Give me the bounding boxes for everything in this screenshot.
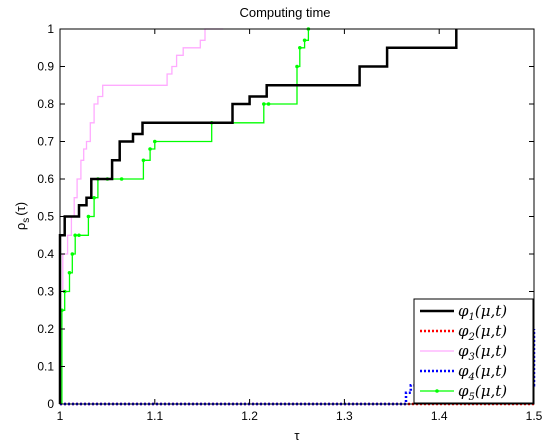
x-tick-label: 1: [57, 409, 64, 423]
x-tick-label: 1.1: [146, 409, 163, 423]
legend-label: φ4(μ,t): [458, 362, 507, 383]
y-tick-label: 0.8: [37, 97, 54, 111]
series-5-point: [73, 233, 77, 238]
series-line-1: [58, 29, 458, 404]
series-5-point: [70, 252, 75, 256]
series-1: [58, 29, 458, 404]
y-tick-label: 1: [47, 22, 54, 36]
legend-item-1: φ1(μ,t): [420, 302, 507, 323]
series-line-3: [59, 28, 224, 404]
y-axis-label: ρs (τ): [13, 202, 32, 230]
y-tick-label: 0.3: [37, 285, 54, 299]
series-5-point: [302, 38, 307, 43]
x-tick-label: 1.3: [336, 409, 353, 423]
x-tick-label: 1.5: [526, 409, 543, 423]
series-5-point: [298, 45, 302, 50]
legend-label: φ1(μ,t): [458, 302, 507, 323]
series-5-point: [141, 158, 146, 163]
chart-title: Computing time: [239, 5, 330, 20]
legend-label: φ5(μ,t): [458, 382, 507, 403]
y-tick-label: 0.2: [37, 322, 54, 336]
series-5-point: [92, 195, 96, 200]
legend-item-2: φ2(μ,t): [420, 322, 507, 343]
y-tick-label: 0: [47, 397, 54, 411]
x-axis-label: τ: [294, 428, 300, 443]
svg-text:ρs(τ): ρs (τ): [13, 202, 32, 230]
series-3: [59, 28, 224, 404]
y-tick-label: 0.5: [37, 210, 54, 224]
legend-item-5: φ5(μ,t): [420, 382, 507, 403]
series-5-point: [266, 102, 271, 106]
series-5-point: [262, 102, 266, 106]
y-tick-label: 0.7: [37, 135, 54, 149]
legend: φ1(μ,t)φ2(μ,t)φ3(μ,t)φ4(μ,t)φ5(μ,t): [413, 298, 534, 404]
y-tick-label: 0.4: [37, 247, 54, 261]
y-axis-label-main: ρ: [13, 223, 28, 230]
x-tick-label: 1.4: [431, 409, 448, 423]
y-axis-label-arg: (τ): [13, 202, 28, 216]
series-5-point: [67, 270, 72, 275]
legend-item-3: φ3(μ,t): [420, 342, 507, 363]
series-5-point: [77, 233, 81, 238]
y-tick-label: 0.6: [37, 172, 54, 186]
series-5-point: [295, 64, 299, 69]
series-5-point: [119, 177, 124, 181]
y-tick-label: 0.1: [37, 360, 54, 374]
series-5-point: [153, 139, 157, 144]
legend-marker: [435, 389, 439, 393]
legend-label: φ3(μ,t): [458, 342, 507, 363]
series-5-point: [148, 147, 152, 151]
legend-label: φ2(μ,t): [458, 322, 507, 343]
legend-item-4: φ4(μ,t): [420, 362, 507, 383]
y-axis-label-sub: s: [21, 218, 32, 223]
y-tick-label: 0.9: [37, 60, 54, 74]
series-line-5: [61, 29, 310, 404]
x-tick-label: 1.2: [241, 409, 258, 423]
series-5-point: [86, 214, 91, 219]
